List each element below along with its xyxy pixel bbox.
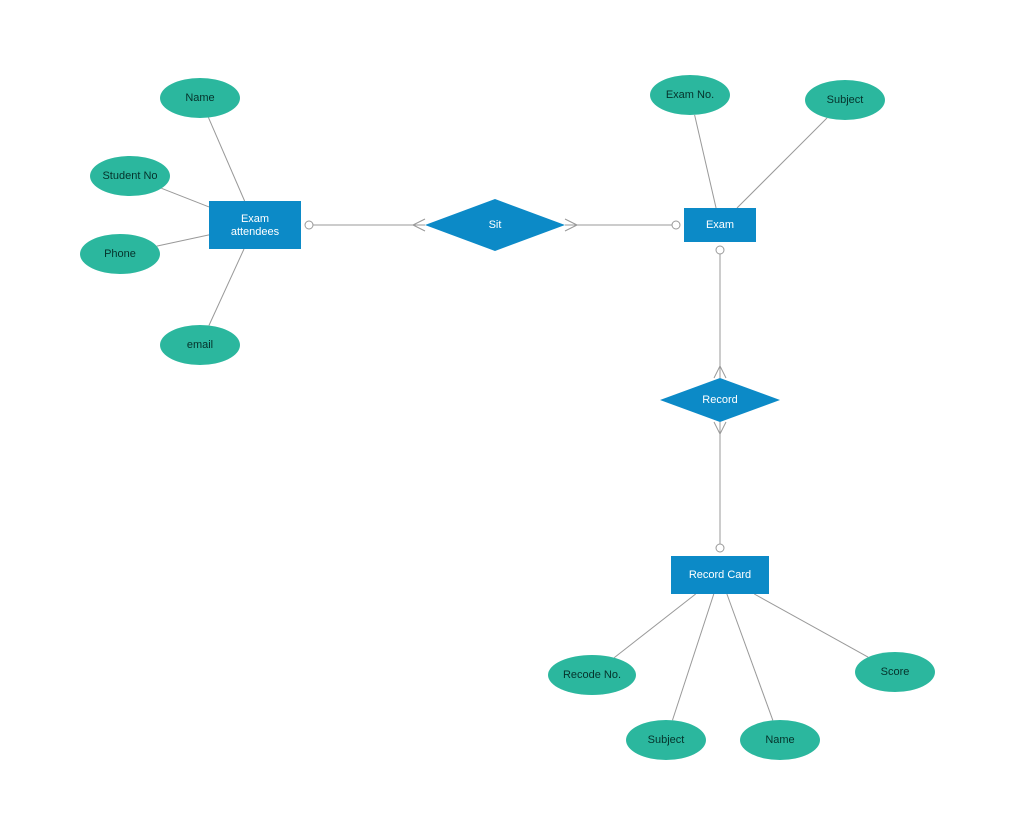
edge-recode_no-record_card xyxy=(614,594,696,658)
connector xyxy=(714,366,726,378)
attribute-label-subject1: Subject xyxy=(827,94,864,106)
attribute-label-exam_no: Exam No. xyxy=(666,89,714,101)
relationship-label-record: Record xyxy=(702,394,737,406)
attribute-label-phone: Phone xyxy=(104,248,136,260)
attribute-label-student_no: Student No xyxy=(102,170,157,182)
attribute-label-name1: Name xyxy=(185,92,214,104)
entity-label-record_card: Record Card xyxy=(689,569,751,581)
edge-score-record_card xyxy=(754,594,868,657)
connector xyxy=(714,422,726,434)
connector xyxy=(716,246,724,254)
edge-subject2-record_card xyxy=(672,594,713,720)
attribute-label-score: Score xyxy=(881,666,910,678)
connector xyxy=(413,219,425,231)
relationship-label-sit: Sit xyxy=(489,219,502,231)
connector xyxy=(716,544,724,552)
edge-student_no-exam_attendees xyxy=(161,188,209,207)
attribute-label-name2: Name xyxy=(765,734,794,746)
edge-exam_no-exam xyxy=(695,115,716,208)
edge-name2-record_card xyxy=(727,594,773,720)
attribute-label-recode_no: Recode No. xyxy=(563,669,621,681)
edge-email-exam_attendees xyxy=(209,249,244,326)
attribute-label-subject2: Subject xyxy=(648,734,685,746)
edge-name1-exam_attendees xyxy=(208,118,244,201)
er-diagram: ExamattendeesExamRecord CardSitRecordNam… xyxy=(0,0,1024,816)
edge-phone-exam_attendees xyxy=(157,235,209,246)
entity-label-exam: Exam xyxy=(706,219,734,231)
connector xyxy=(672,221,680,229)
edge-subject1-exam xyxy=(737,118,827,208)
connector xyxy=(565,219,577,231)
connector xyxy=(305,221,313,229)
attribute-label-email: email xyxy=(187,339,213,351)
